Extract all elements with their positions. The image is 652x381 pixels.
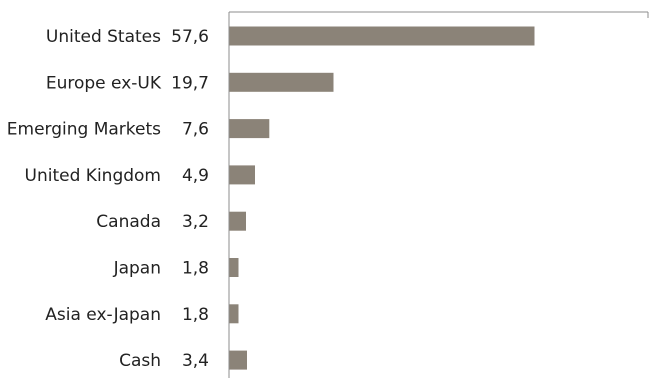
value-label: 3,4 [182, 351, 209, 371]
bar-europe-ex-uk [229, 72, 334, 92]
value-label: 4,9 [182, 166, 209, 186]
value-label: 7,6 [182, 120, 209, 140]
bar-asia-ex-japan [229, 304, 239, 324]
value-label: 19,7 [171, 73, 209, 93]
value-label: 3,2 [182, 212, 209, 232]
category-label: United States [46, 27, 161, 47]
category-label: Emerging Markets [7, 120, 161, 140]
value-label: 57,6 [171, 27, 209, 47]
category-label: Japan [113, 259, 161, 279]
bar-united-kingdom [229, 165, 255, 185]
category-label: Canada [96, 212, 161, 232]
chart-axes [228, 11, 649, 378]
value-label: 1,8 [182, 259, 209, 279]
category-label: Europe ex-UK [46, 73, 162, 93]
category-label: Cash [119, 351, 161, 371]
bar-emerging-markets [229, 119, 270, 139]
value-label: 1,8 [182, 305, 209, 325]
bar-japan [229, 258, 239, 277]
bar-united-states [229, 26, 535, 46]
category-label: Asia ex-Japan [45, 305, 161, 325]
bar-canada [229, 211, 246, 231]
bar-cash [229, 350, 247, 370]
chart-marks: United States 57,6 Europe ex-UK 19,7 Emergin… [7, 26, 535, 371]
category-label: United Kingdom [25, 166, 161, 186]
